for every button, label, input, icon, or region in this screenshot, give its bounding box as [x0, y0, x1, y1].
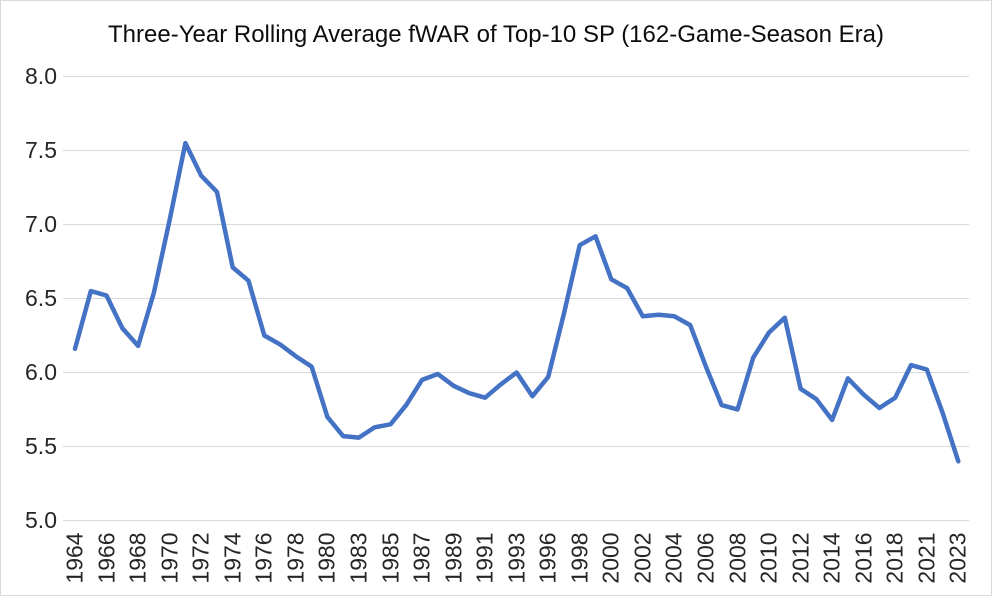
x-tick-label: 1993: [503, 532, 530, 584]
series-line: [72, 140, 961, 464]
x-tick-label: 1996: [534, 532, 561, 584]
x-tick-label: 1983: [345, 532, 372, 584]
x-tick-label: 1998: [566, 532, 593, 584]
x-tick-label: 2004: [660, 532, 687, 584]
x-tick-label: 1978: [282, 532, 309, 584]
x-tick-label: 2016: [850, 532, 877, 584]
x-tick-label: 2010: [755, 532, 782, 584]
y-tick-label: 6.0: [25, 358, 57, 385]
x-tick-label: 2000: [597, 532, 624, 584]
x-tick-label: 2021: [913, 532, 940, 584]
x-tick-label: 1966: [93, 532, 119, 584]
x-tick-label: 1985: [377, 532, 403, 584]
y-tick-label: 7.5: [25, 136, 57, 163]
y-tick-label: 6.5: [25, 284, 57, 311]
x-tick-label: 1987: [408, 532, 435, 584]
y-tick-label: 7.0: [25, 210, 57, 237]
chart-title: Three-Year Rolling Average fWAR of Top-1…: [108, 21, 884, 48]
x-tick-label: 1991: [471, 532, 498, 584]
x-tick-label: 1970: [156, 532, 183, 584]
x-tick-label: 2006: [692, 532, 719, 584]
x-tick-label: 1980: [313, 532, 340, 584]
x-tick-label: 2014: [818, 532, 845, 584]
x-tick-label: 1976: [250, 532, 277, 584]
x-tick-label: 2002: [629, 532, 656, 584]
y-tick-label: 8.0: [25, 62, 57, 89]
x-tick-label: 1964: [61, 532, 88, 584]
x-tick-label: 1968: [124, 532, 151, 584]
x-tick-label: 2023: [944, 532, 971, 584]
horizontal-gridlines: [63, 76, 969, 521]
y-tick-label: 5.5: [25, 432, 57, 459]
x-tick-label: 2012: [787, 532, 814, 584]
x-tick-label: 1989: [440, 532, 467, 584]
x-tick-label: 1974: [219, 532, 246, 584]
x-tick-label: 1972: [187, 532, 214, 584]
x-tick-label: 2008: [724, 532, 750, 584]
x-tick-label: 2018: [881, 532, 908, 584]
y-tick-label: 5.0: [25, 506, 57, 533]
